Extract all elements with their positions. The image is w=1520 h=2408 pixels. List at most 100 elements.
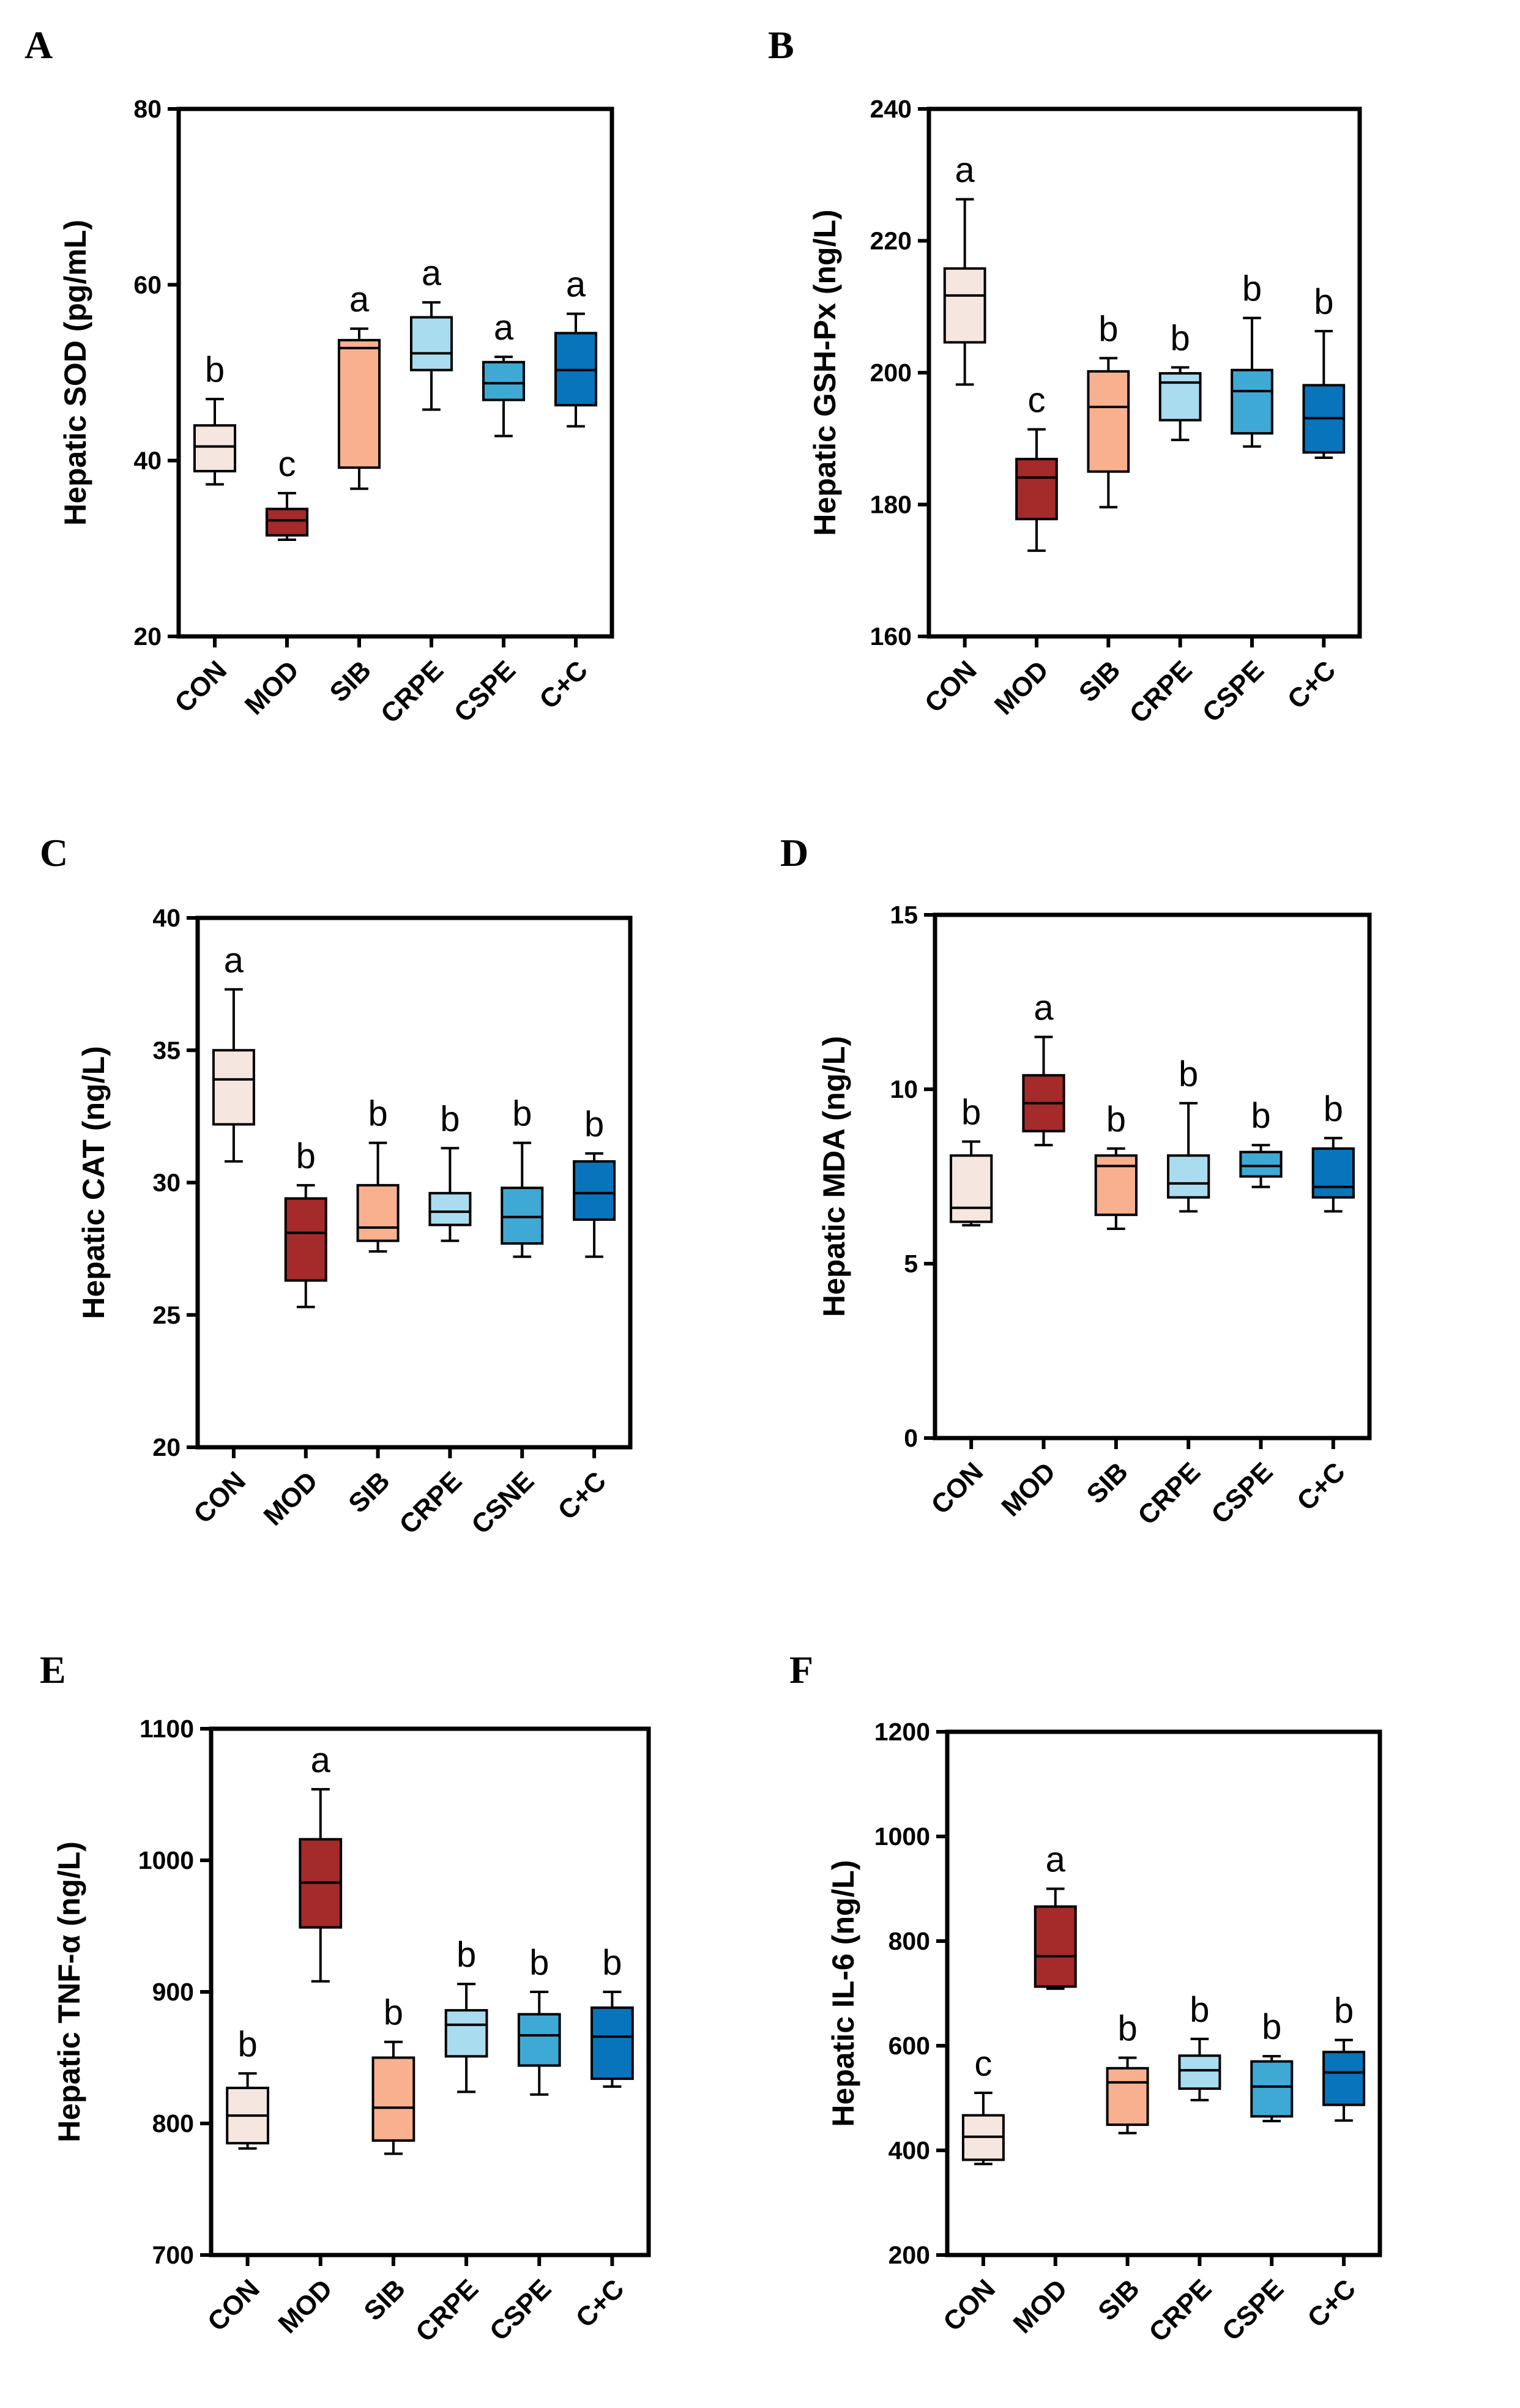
y-tick-label: 220 [870, 227, 912, 255]
significance-label: b [1242, 269, 1262, 309]
y-tick-label: 30 [152, 1169, 181, 1197]
x-tick-label: CRPE [393, 1466, 468, 1540]
panel-letter: D [780, 831, 808, 874]
x-tick-label: CON [169, 655, 233, 718]
box-mod: a [299, 1740, 343, 1983]
x-tick-label: CON [188, 1466, 251, 1529]
y-tick-label: 200 [870, 359, 912, 387]
iqr-box [1167, 1154, 1210, 1199]
significance-label: b [1117, 2009, 1137, 2049]
significance-label: b [456, 1935, 476, 1975]
significance-label: a [224, 941, 244, 980]
panel-c: C Hepatic CAT (ng/L) 20 25 30 35 40 a CON b MOD b SI… [40, 831, 633, 1540]
box-c-c: b [1302, 282, 1346, 459]
y-tick-label: 0 [904, 1424, 918, 1452]
panel-letter: C [40, 831, 68, 874]
panel-letter: B [768, 23, 794, 67]
x-tick-label: CRPE [410, 2273, 484, 2347]
significance-label: b [602, 1943, 622, 1983]
significance-label: b [961, 1093, 981, 1133]
box-cspe: b [1239, 1096, 1283, 1188]
significance-label: a [349, 280, 370, 319]
x-tick-label: CRPE [1132, 1456, 1206, 1530]
iqr-box [409, 316, 453, 371]
box-sib: b [1094, 1100, 1138, 1230]
x-tick-label: MOD [1008, 2273, 1073, 2339]
box-con: c [961, 2044, 1005, 2166]
significance-label: b [1106, 1100, 1126, 1139]
iqr-box [1158, 372, 1202, 422]
significance-label: b [584, 1105, 604, 1144]
iqr-box [1322, 2051, 1366, 2106]
box-crpe: a [409, 253, 453, 411]
x-tick-label: CON [937, 2273, 1001, 2337]
y-tick-label: 800 [889, 1927, 930, 1955]
box-c-c: b [573, 1105, 616, 1258]
box-mod: a [1022, 988, 1065, 1147]
y-tick-label: 1000 [874, 1822, 930, 1851]
x-tick-label: CRPE [375, 655, 449, 729]
x-tick-label: MOD [258, 1466, 324, 1531]
x-tick-label: CRPE [1124, 655, 1198, 729]
box-sib: a [337, 280, 381, 490]
significance-label: a [494, 308, 514, 348]
significance-label: a [311, 1740, 331, 1780]
x-tick-label: CRPE [1143, 2273, 1217, 2347]
y-tick-label: 25 [152, 1301, 181, 1329]
y-tick-label: 1200 [874, 1718, 930, 1746]
plot-frame [933, 912, 1372, 1441]
x-tick-label: C+C [1302, 2273, 1362, 2333]
panel-letter: A [24, 23, 53, 67]
plot-frame [176, 106, 614, 639]
box-mod: c [1015, 381, 1058, 552]
box-c-c: a [554, 265, 598, 428]
box-cspe: b [1250, 2007, 1294, 2123]
iqr-box [1015, 458, 1058, 521]
y-tick-label: 40 [152, 904, 181, 932]
plot-frame [209, 1726, 651, 2257]
x-tick-label: C+C [552, 1466, 612, 1526]
box-mod: b [284, 1136, 327, 1308]
y-tick-label: 240 [870, 95, 912, 123]
x-tick-label: SIB [1092, 2273, 1146, 2327]
box-mod: a [1034, 1840, 1077, 1990]
box-con: b [950, 1093, 993, 1227]
significance-label: a [1046, 1840, 1066, 1880]
x-tick-label: CSPE [1205, 1456, 1278, 1529]
x-tick-label: CSNE [466, 1466, 540, 1540]
x-tick-label: CSPE [1216, 2273, 1289, 2346]
y-tick-label: 20 [133, 622, 162, 650]
iqr-box [517, 2013, 561, 2067]
box-crpe: b [1178, 1990, 1221, 2101]
box-con: a [212, 941, 255, 1163]
iqr-box [1178, 2054, 1221, 2090]
iqr-box [1034, 1905, 1077, 1988]
y-tick-label: 15 [890, 901, 918, 929]
iqr-box [1094, 1154, 1138, 1217]
panel-e: E Hepatic TNF-α (ng/L) 700 800 900 1000 1100 b C… [40, 1648, 651, 2348]
x-tick-label: SIB [358, 2273, 411, 2327]
significance-label: a [422, 253, 442, 293]
x-tick-label: SIB [324, 655, 378, 708]
y-tick-label: 700 [152, 2241, 194, 2269]
x-tick-label: CSPE [1197, 655, 1270, 728]
y-axis-label: Hepatic TNF-α (ng/L) [52, 1841, 86, 2142]
box-crpe: b [428, 1099, 472, 1242]
box-mod: c [265, 444, 309, 541]
iqr-box [428, 1191, 472, 1226]
iqr-box [1106, 2067, 1149, 2127]
y-tick-label: 200 [889, 2241, 930, 2269]
y-axis-label: Hepatic IL-6 (ng/L) [826, 1860, 860, 2127]
x-tick-label: C+C [1291, 1456, 1351, 1516]
x-tick-label: CON [925, 1456, 989, 1520]
x-tick-label: CON [202, 2273, 266, 2337]
significance-label: c [1028, 381, 1046, 420]
iqr-box [371, 2056, 415, 2142]
plot-frame [926, 106, 1362, 639]
box-crpe: b [1167, 1054, 1210, 1213]
box-sib: b [1106, 2009, 1149, 2134]
box-cspe: b [517, 1943, 561, 2096]
significance-label: a [1034, 988, 1054, 1028]
iqr-box [573, 1160, 616, 1221]
